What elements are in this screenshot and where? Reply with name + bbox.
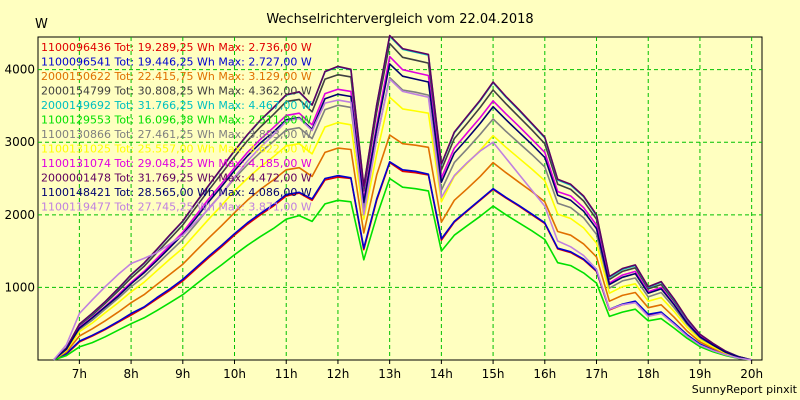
y-tick-label: 2000 (4, 208, 35, 222)
legend-entry: 1100131074 Tot: 29.048,25 Wh Max: 4.185,… (41, 157, 312, 170)
legend-entry: 2000001478 Tot: 31.769,25 Wh Max: 4.472,… (41, 172, 312, 185)
x-tick-label: 20h (740, 367, 763, 381)
chart-title: Wechselrichtervergleich vom 22.04.2018 (266, 12, 533, 27)
x-axis-ticks: 7h 8h 9h 10h 11h 12h 13h 14h 15h 16h 17h 18h 19h 20h (72, 360, 763, 381)
series-line-12 (52, 78, 752, 361)
legend: 1100096436 Tot: 19.289,25 Wh Max: 2.736,… (41, 41, 312, 214)
legend-entry: 1100131025 Tot: 25.557,00 Wh Max: 3.622,… (41, 143, 312, 156)
x-tick-label: 13h (378, 367, 401, 381)
x-tick-label: 18h (637, 367, 660, 381)
series-line-2 (53, 161, 752, 361)
series-layer (52, 34, 752, 361)
x-tick-label: 7h (72, 367, 87, 381)
legend-entry: 2000150622 Tot: 22.415,75 Wh Max: 3.129,… (41, 70, 312, 83)
x-tick-label: 10h (223, 367, 246, 381)
legend-entry: 1100130866 Tot: 27.461,25 Wh Max: 3.893,… (41, 128, 312, 141)
legend-entry: 1100129553 Tot: 16.096,38 Wh Max: 2.511,… (41, 114, 312, 127)
y-tick-label: 1000 (4, 280, 35, 294)
x-tick-label: 17h (585, 367, 608, 381)
x-tick-label: 8h (123, 367, 138, 381)
y-axis-ticks: 1000 2000 3000 4000 (4, 63, 35, 295)
x-tick-label: 19h (689, 367, 712, 381)
legend-entry: 2000154799 Tot: 30.808,25 Wh Max: 4.362,… (41, 85, 312, 98)
credit-label: SunnyReport pinxit (692, 383, 798, 396)
y-tick-label: 4000 (4, 63, 35, 77)
x-tick-label: 15h (482, 367, 505, 381)
y-axis-unit-label: W (35, 17, 48, 32)
legend-entry: 1100096541 Tot: 19.446,25 Wh Max: 2.727,… (41, 56, 312, 69)
x-tick-label: 9h (175, 367, 190, 381)
y-tick-label: 3000 (4, 135, 35, 149)
series-line-11 (52, 63, 752, 361)
plot-area (37, 36, 763, 361)
series-line-7 (53, 76, 752, 361)
series-line-4 (52, 42, 752, 361)
series-line-6 (53, 177, 752, 361)
x-tick-label: 12h (327, 367, 350, 381)
x-tick-label: 11h (275, 367, 298, 381)
series-line-3 (53, 134, 752, 361)
series-line-8 (53, 96, 752, 361)
legend-entry: 1100148421 Tot: 28.565,00 Wh Max: 4.086,… (41, 186, 312, 199)
x-tick-label: 16h (533, 367, 556, 381)
legend-entry: 1100096436 Tot: 19.289,25 Wh Max: 2.736,… (41, 41, 312, 54)
series-line-9 (52, 55, 752, 361)
series-line-10 (52, 34, 752, 361)
grid-lines (38, 37, 762, 360)
legend-entry: 2000149692 Tot: 31.766,25 Wh Max: 4.467,… (41, 99, 312, 112)
x-tick-label: 14h (430, 367, 453, 381)
legend-entry: 1100119477 Tot: 27.745,25 Wh Max: 3.871,… (41, 201, 312, 214)
